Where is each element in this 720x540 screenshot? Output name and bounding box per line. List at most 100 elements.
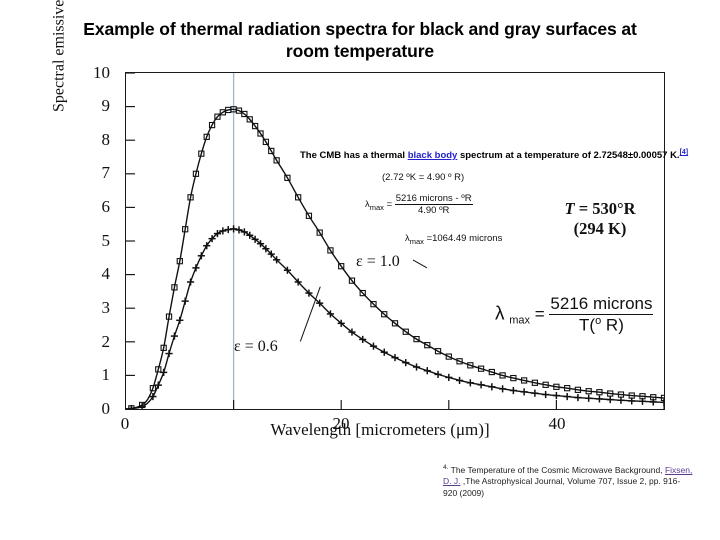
temperature-conversion-note: (2.72 ºK = 4.90 º R) bbox=[382, 172, 465, 183]
page-title: Example of thermal radiation spectra for… bbox=[83, 19, 637, 61]
data-point-marker bbox=[563, 392, 571, 401]
x-axis-label: Wavelength [micrometers (μm)] bbox=[270, 420, 490, 439]
data-point-marker bbox=[214, 113, 221, 120]
data-point-marker bbox=[391, 354, 399, 362]
lambda-result-value: =1064.49 microns bbox=[426, 233, 503, 244]
data-point-marker bbox=[348, 328, 356, 336]
data-point-marker bbox=[467, 362, 474, 369]
fraction-numerator-small: 5216 microns - ºR bbox=[394, 193, 473, 205]
y-tick-3: 3 bbox=[101, 298, 111, 317]
data-point-marker bbox=[542, 381, 549, 388]
y-tick-1: 1 bbox=[101, 365, 111, 384]
data-point-marker bbox=[509, 386, 517, 395]
denominator-suffix: R) bbox=[601, 315, 624, 335]
data-point-marker bbox=[230, 225, 238, 233]
data-point-marker bbox=[198, 150, 205, 157]
leader-line-eps06 bbox=[299, 286, 321, 342]
data-point-marker bbox=[241, 110, 248, 118]
data-point-marker bbox=[445, 353, 452, 360]
data-point-marker bbox=[326, 310, 335, 318]
temperature-kelvin: (294 K) bbox=[573, 219, 627, 238]
data-point-marker bbox=[273, 256, 281, 264]
data-point-marker bbox=[213, 230, 222, 238]
data-point-marker bbox=[488, 383, 496, 391]
data-point-marker bbox=[434, 370, 442, 378]
data-point-marker bbox=[284, 174, 291, 181]
chart-figure: Spectral emissive power [Btu/(h • ft2 • … bbox=[50, 0, 700, 452]
data-point-marker bbox=[552, 391, 560, 400]
x-tick-20: 20 bbox=[332, 414, 350, 433]
fraction-numerator-large: 5216 microns bbox=[549, 294, 654, 315]
data-point-marker bbox=[369, 342, 378, 350]
data-point-marker bbox=[499, 385, 507, 393]
cmb-note-prefix: The CMB has a thermal bbox=[300, 150, 408, 162]
data-point-marker bbox=[574, 386, 582, 393]
footnote: 4. The Temperature of the Cosmic Microwa… bbox=[443, 462, 693, 499]
footnote-author-link[interactable]: Fixsen, D. J. bbox=[443, 464, 693, 487]
spectra-plot bbox=[126, 73, 664, 409]
x-tick-0: 0 bbox=[120, 414, 130, 433]
data-point-marker bbox=[660, 394, 664, 402]
data-point-marker bbox=[257, 130, 264, 137]
data-point-marker bbox=[553, 383, 560, 390]
lambda-symbol-large: λ bbox=[495, 303, 505, 325]
data-point-marker bbox=[186, 278, 195, 286]
data-point-marker bbox=[595, 395, 604, 403]
data-point-marker bbox=[170, 332, 179, 340]
data-point-marker bbox=[182, 226, 189, 233]
data-point-marker bbox=[235, 226, 243, 234]
fraction-denominator-large: T(o R) bbox=[549, 315, 653, 336]
data-point-marker bbox=[316, 299, 324, 307]
data-point-marker bbox=[359, 289, 366, 297]
cmb-note: The CMB has a thermal black body spectru… bbox=[300, 147, 720, 162]
lambda-max-formula-large: λ max = 5216 microns T(o R) bbox=[495, 294, 654, 336]
lambda-symbol-result: λ bbox=[405, 233, 410, 244]
footnote-text-after: ,The Astrophysical Journal, Volume 707, … bbox=[443, 476, 681, 498]
plot-area: ε = 1.0 ε = 0.6 bbox=[125, 72, 665, 410]
data-point-marker bbox=[574, 393, 582, 402]
data-point-marker bbox=[531, 389, 539, 397]
data-point-marker bbox=[192, 264, 200, 272]
data-point-marker bbox=[338, 263, 345, 270]
lambda-subscript-large: max bbox=[509, 314, 531, 327]
y-tick-7: 7 bbox=[101, 163, 111, 182]
degree-symbol: o bbox=[595, 315, 602, 327]
data-point-marker bbox=[488, 368, 495, 376]
data-point-marker bbox=[638, 397, 647, 405]
data-point-marker bbox=[256, 240, 265, 248]
data-point-marker bbox=[381, 311, 388, 318]
temperature-symbol: T bbox=[564, 199, 575, 218]
data-point-marker bbox=[262, 138, 270, 146]
data-point-marker bbox=[246, 231, 254, 239]
data-point-marker bbox=[294, 278, 302, 286]
black-body-link[interactable]: black body bbox=[407, 150, 458, 162]
data-point-marker bbox=[542, 390, 550, 399]
data-point-marker bbox=[617, 396, 625, 404]
markers-emissivity-06 bbox=[127, 225, 664, 409]
data-point-marker bbox=[424, 342, 431, 349]
y-tick-9: 9 bbox=[101, 96, 111, 115]
x-tick-40: 40 bbox=[548, 414, 566, 433]
lambda-max-result: λmax =1064.49 microns bbox=[405, 233, 502, 246]
data-point-marker bbox=[251, 122, 259, 130]
y-tick-0: 0 bbox=[101, 399, 111, 418]
y-axis-label: Spectral emissive power [Btu/(h • ft2 • … bbox=[48, 0, 68, 112]
data-point-marker bbox=[305, 289, 313, 297]
data-point-marker bbox=[208, 121, 216, 129]
data-point-marker bbox=[359, 335, 367, 344]
data-point-marker bbox=[596, 389, 603, 396]
data-point-marker bbox=[499, 372, 506, 379]
data-point-marker bbox=[181, 297, 189, 305]
fraction-denominator-small: 4.90 ºR bbox=[417, 205, 450, 216]
data-point-marker bbox=[283, 266, 291, 274]
temperature-rankine: T = 530°R bbox=[520, 199, 680, 219]
data-point-marker bbox=[391, 320, 399, 327]
data-point-marker bbox=[456, 358, 463, 365]
data-point-marker bbox=[219, 227, 227, 235]
citation-link-4[interactable]: [4] bbox=[679, 149, 689, 156]
data-point-marker bbox=[337, 319, 345, 327]
data-point-marker bbox=[176, 316, 184, 324]
data-point-marker bbox=[466, 379, 474, 387]
data-point-marker bbox=[564, 385, 571, 392]
data-point-marker bbox=[585, 388, 592, 395]
